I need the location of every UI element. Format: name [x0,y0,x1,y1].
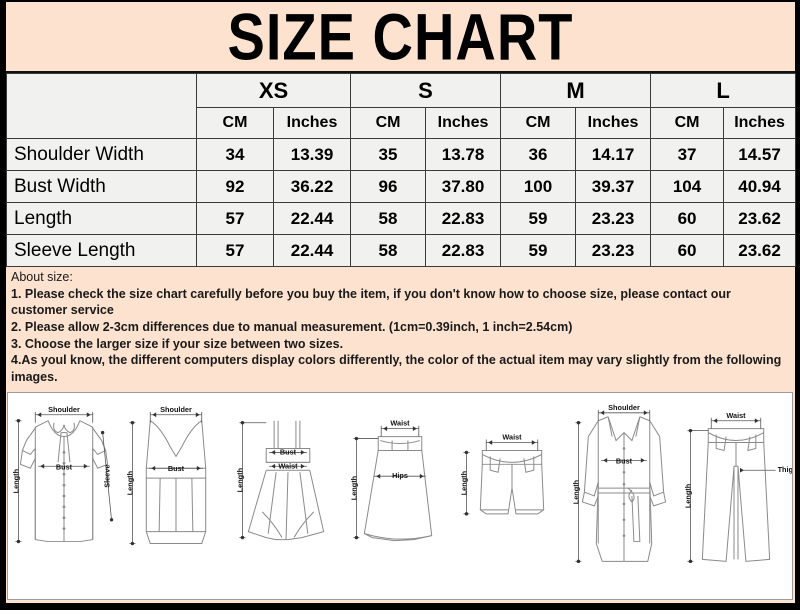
about-size-notes: About size: 1. Please check the size cha… [6,267,795,391]
label-length: Length [11,469,20,494]
cell-length-xs-in: 22.44 [272,202,352,235]
row-label-sleeve-length: Sleeve Length [6,234,197,267]
label-bust: Bust [616,457,633,466]
cell-sleeve-m-in: 23.23 [575,234,652,267]
unit-header-xs-cm: CM [196,107,274,139]
cell-shoulder-l-cm: 37 [650,138,725,171]
note-item-3: 3. Choose the larger size if your size b… [11,336,344,351]
table-size-header-row: XS S M L [6,73,797,139]
note-item-4: 4.As youl know, the different computers … [11,353,782,384]
cell-sleeve-xs-in: 22.44 [272,234,352,267]
cell-sleeve-l-in: 23.62 [723,234,797,267]
table-row: Shoulder Width 34 13.39 35 13.78 36 14.1… [6,138,797,171]
table-unit-header-row: CM Inches CM Inches CM Inches CM Inches [7,107,797,139]
cell-bust-s-cm: 96 [350,170,427,203]
label-bust: Bust [280,448,297,457]
label-length: Length [125,471,134,496]
label-length: Length [683,484,692,509]
cell-length-s-in: 22.83 [425,202,502,235]
illustration-skirt: Waist Hips Length [344,393,456,599]
unit-header-s-cm: CM [350,107,427,139]
unit-header-xs-inches: Inches [272,107,352,139]
illustration-camisole: Shoulder Bust Length [120,393,232,599]
cell-shoulder-m-cm: 36 [500,138,577,171]
label-bust: Bust [168,465,185,474]
label-length: Length [235,468,244,493]
label-length: Length [571,480,580,505]
page-title: SIZE CHART [227,0,574,74]
cell-shoulder-l-in: 14.57 [723,138,797,171]
unit-header-l-inches: Inches [723,107,797,139]
cell-bust-xs-cm: 92 [196,170,274,203]
cell-sleeve-m-cm: 59 [500,234,577,267]
illustration-coat: Shoulder Bust Length [568,393,680,599]
table-row: Length 57 22.44 58 22.83 59 23.23 60 23.… [6,202,797,235]
label-bust: Bust [56,463,73,472]
row-label-shoulder-width: Shoulder Width [6,138,197,171]
title-band: SIZE CHART [6,2,795,73]
table-row: Bust Width 92 36.22 96 37.80 100 39.37 1… [6,170,797,203]
cell-length-xs-cm: 57 [196,202,274,235]
size-header-xs: XS [195,73,352,108]
cell-bust-s-in: 37.80 [425,170,502,203]
cell-bust-m-in: 39.37 [575,170,652,203]
cell-bust-l-in: 40.94 [723,170,797,203]
cell-bust-l-cm: 104 [650,170,725,203]
cell-sleeve-s-in: 22.83 [425,234,502,267]
illustration-dress: Bust Waist Length [232,393,344,599]
size-header-s: S [350,73,502,108]
size-measurement-table: XS S M L CM Inches CM Inches CM Inches C… [6,73,797,267]
unit-header-s-inches: Inches [425,107,502,139]
garment-illustrations-panel: Shoulder Bust Length Sleeve [7,392,793,601]
cell-bust-m-cm: 100 [500,170,577,203]
size-header-m: M [500,73,652,108]
cell-length-s-cm: 58 [350,202,427,235]
label-waist: Waist [390,419,410,428]
unit-header-l-cm: CM [650,107,725,139]
row-label-bust-width: Bust Width [6,170,197,203]
label-shoulder: Shoulder [160,405,192,414]
cell-length-l-cm: 60 [650,202,725,235]
cell-shoulder-m-in: 14.17 [575,138,652,171]
cell-bust-xs-in: 36.22 [272,170,352,203]
label-sleeve: Sleeve [103,465,112,488]
label-waist: Waist [278,462,298,471]
illustration-blouse: Shoulder Bust Length Sleeve [8,393,120,599]
cell-length-m-cm: 59 [500,202,577,235]
label-length: Length [459,471,468,496]
unit-header-m-cm: CM [500,107,577,139]
label-shoulder: Shoulder [48,405,80,414]
label-waist: Waist [502,433,522,442]
label-thigh: Thigh [778,466,792,475]
label-hips: Hips [392,472,408,481]
cell-shoulder-s-in: 13.78 [425,138,502,171]
illustration-shorts: Waist Length [456,393,568,599]
label-shoulder: Shoulder [608,403,640,412]
row-label-length: Length [6,202,197,235]
illustration-pants: Waist Thigh Length [680,393,792,599]
cell-shoulder-xs-cm: 34 [196,138,274,171]
notes-heading: About size: [11,270,73,284]
cell-shoulder-s-cm: 35 [350,138,427,171]
note-item-1: 1. Please check the size chart carefully… [11,286,731,318]
table-row: Sleeve Length 57 22.44 58 22.83 59 23.23… [6,234,797,267]
label-length: Length [349,476,358,501]
size-header-l: L [650,73,797,108]
unit-header-m-inches: Inches [575,107,652,139]
cell-length-l-in: 23.62 [723,202,797,235]
cell-sleeve-s-cm: 58 [350,234,427,267]
chart-body: SIZE CHART XS S M L CM [6,2,797,603]
cell-length-m-in: 23.23 [575,202,652,235]
cell-sleeve-xs-cm: 57 [196,234,274,267]
cell-sleeve-l-cm: 60 [650,234,725,267]
table-corner-cell [6,73,197,139]
note-item-2: 2. Please allow 2-3cm differences due to… [11,319,573,334]
cell-shoulder-xs-in: 13.39 [272,138,352,171]
label-waist: Waist [726,411,746,420]
